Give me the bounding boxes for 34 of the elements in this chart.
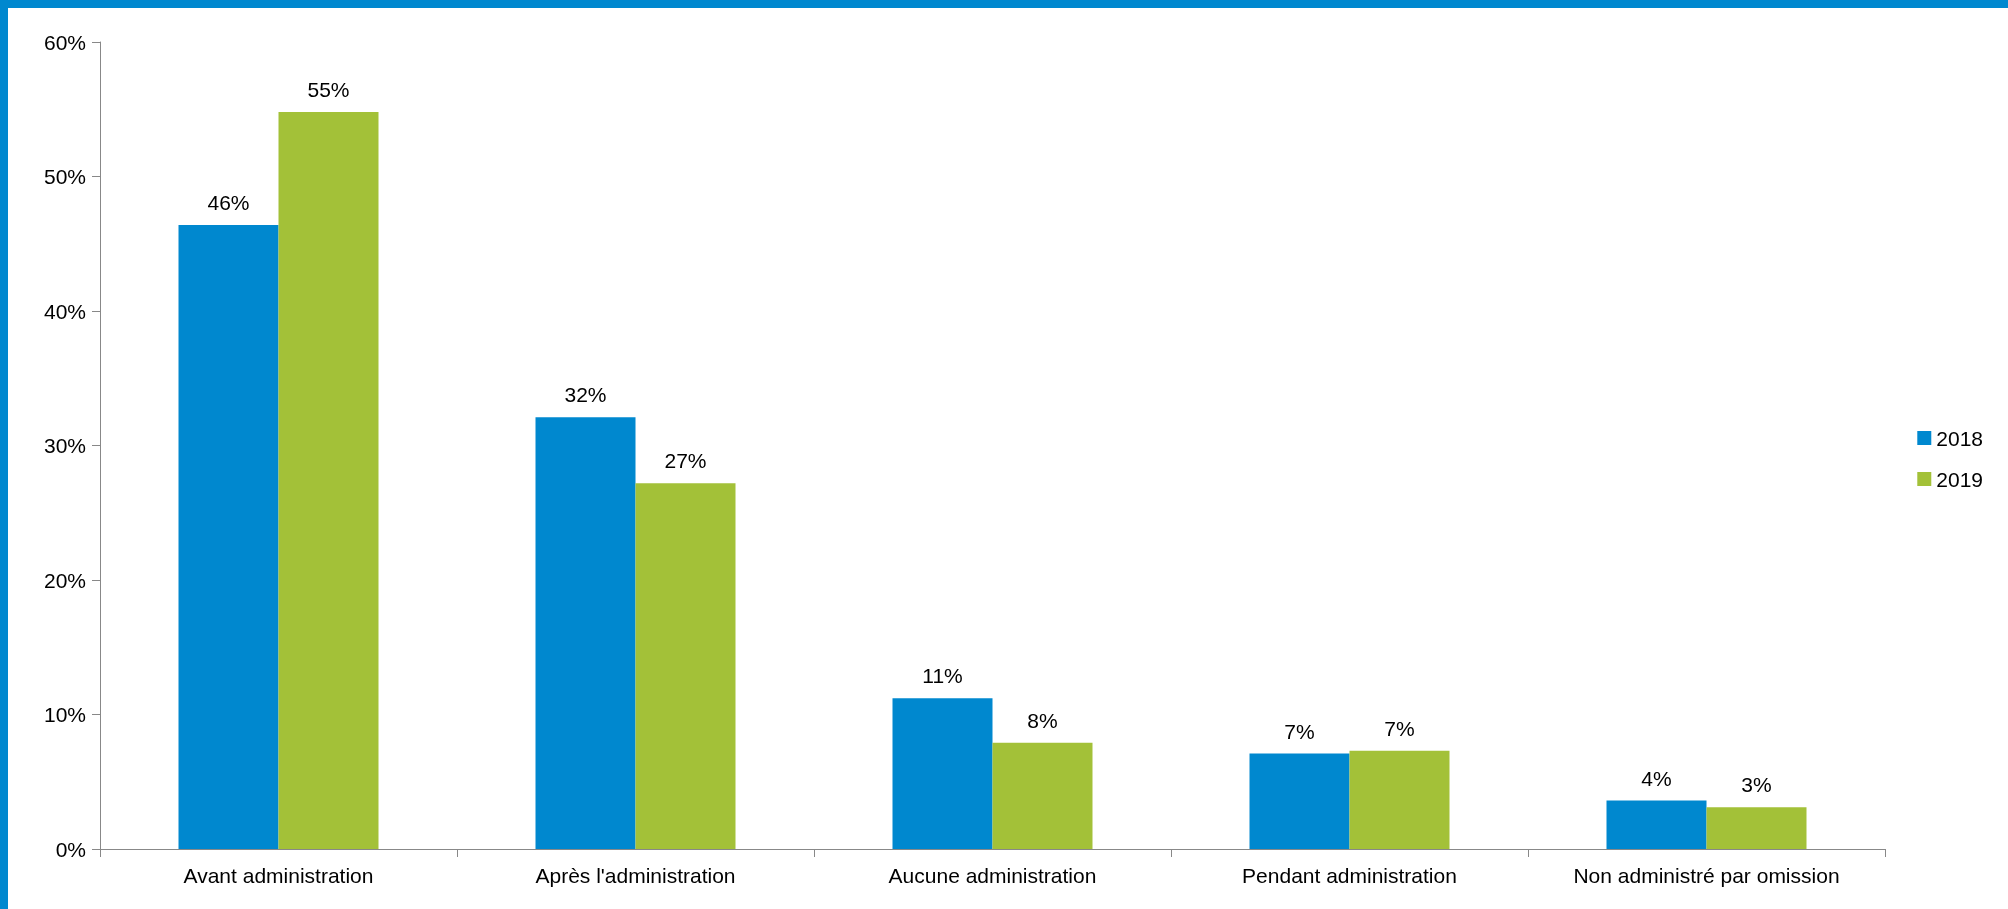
data-label: 27% bbox=[664, 449, 707, 473]
x-tick-label: Aucune administration bbox=[888, 864, 1097, 887]
x-tick-label: Avant administration bbox=[183, 864, 374, 887]
bar bbox=[278, 111, 379, 849]
data-label: 8% bbox=[1027, 708, 1058, 732]
x-tick-label: Après l'administration bbox=[535, 864, 736, 887]
bar bbox=[1706, 807, 1807, 849]
data-label: 7% bbox=[1284, 719, 1315, 743]
y-tick-label: 40% bbox=[43, 299, 86, 323]
bar bbox=[178, 224, 279, 849]
bar bbox=[1249, 753, 1350, 849]
bar bbox=[535, 417, 636, 849]
x-tick-label: Non administré par omission bbox=[1573, 864, 1840, 887]
bar bbox=[1606, 800, 1707, 849]
bar bbox=[635, 483, 736, 849]
y-tick-label: 0% bbox=[55, 837, 86, 861]
data-label: 46% bbox=[207, 190, 250, 214]
legend-label: 2018 bbox=[1936, 426, 1983, 450]
data-label: 55% bbox=[307, 77, 350, 101]
y-tick-label: 60% bbox=[43, 30, 86, 54]
legend-label: 2019 bbox=[1936, 467, 1983, 491]
y-tick-label: 10% bbox=[43, 703, 86, 726]
data-label: 11% bbox=[922, 664, 963, 688]
data-label: 4% bbox=[1641, 766, 1672, 790]
bar bbox=[892, 698, 993, 849]
data-label: 32% bbox=[564, 383, 607, 407]
y-tick-label: 20% bbox=[43, 568, 86, 592]
data-label: 3% bbox=[1741, 773, 1772, 797]
bar bbox=[1349, 750, 1450, 849]
x-tick-label: Pendant administration bbox=[1242, 864, 1457, 887]
y-tick-label: 50% bbox=[43, 165, 86, 188]
bar bbox=[992, 742, 1093, 849]
data-label: 7% bbox=[1384, 716, 1415, 740]
y-tick-label: 30% bbox=[43, 434, 86, 457]
